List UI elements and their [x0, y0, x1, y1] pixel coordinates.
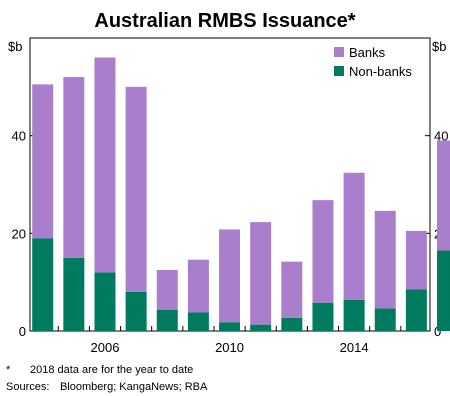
bar-banks-2008	[156, 269, 178, 310]
bar-non-banks-2012	[281, 317, 303, 331]
bar-banks-2012	[281, 261, 303, 318]
legend-swatch-non-banks	[334, 66, 344, 76]
bar-banks-2011	[250, 222, 272, 325]
bar-banks-2016	[405, 230, 427, 290]
bar-non-banks-2009	[187, 312, 209, 331]
bar-non-banks-2017	[437, 250, 450, 331]
bar-non-banks-2005	[63, 257, 85, 331]
sources-label: Sources:	[6, 381, 50, 393]
bar-non-banks-2016	[405, 289, 427, 331]
legend-swatch-banks	[334, 47, 344, 57]
y-tick-label-left: 40	[12, 129, 26, 144]
footnote-text: 2018 data are for the year to date	[30, 364, 194, 376]
bar-banks-2009	[187, 259, 209, 313]
bar-banks-2004	[32, 84, 54, 239]
bar-non-banks-2006	[94, 272, 116, 331]
bar-banks-2007	[125, 86, 147, 292]
bar-banks-2013	[312, 200, 334, 303]
y-axis-unit-right: $b	[432, 39, 446, 54]
y-tick-label-left: 20	[12, 226, 26, 241]
legend-label-non-banks: Non-banks	[349, 64, 412, 79]
y-axis-unit-left: $b	[8, 39, 22, 54]
bar-banks-2014	[343, 172, 365, 300]
legend: Banks Non-banks	[334, 45, 412, 79]
bars	[32, 57, 450, 331]
bar-banks-2006	[94, 57, 116, 273]
chart-title: Australian RMBS Issuance*	[94, 10, 355, 32]
x-tick-label: 2014	[340, 340, 369, 355]
y-tick-label-right: 0	[434, 324, 441, 339]
bar-non-banks-2010	[219, 322, 241, 331]
bar-banks-2005	[63, 77, 85, 258]
x-tick-label: 2006	[91, 340, 120, 355]
sources-text: Bloomberg; KangaNews; RBA	[60, 381, 208, 393]
x-tick-label: 2010	[215, 340, 244, 355]
bar-non-banks-2007	[125, 291, 147, 331]
bar-non-banks-2015	[374, 308, 396, 331]
bar-non-banks-2014	[343, 299, 365, 331]
footnote-note: * 2018 data are for the year to date	[6, 362, 446, 379]
footnote-sources: Sources: Bloomberg; KangaNews; RBA	[6, 379, 446, 396]
bar-non-banks-2004	[32, 238, 54, 331]
footnotes: * 2018 data are for the year to date Sour…	[6, 362, 446, 396]
footnote-mark: *	[6, 364, 11, 376]
legend-label-banks: Banks	[349, 45, 386, 60]
bar-banks-2010	[219, 229, 241, 323]
bar-non-banks-2011	[250, 324, 272, 331]
bar-non-banks-2008	[156, 310, 178, 331]
bar-non-banks-2013	[312, 302, 334, 331]
y-tick-label-left: 0	[19, 324, 26, 339]
bar-banks-2017	[437, 140, 450, 251]
y-tick-label-right: 40	[434, 129, 448, 144]
axis-ticks: 00202040402006201020142018	[12, 129, 449, 355]
bar-banks-2015	[374, 210, 396, 309]
